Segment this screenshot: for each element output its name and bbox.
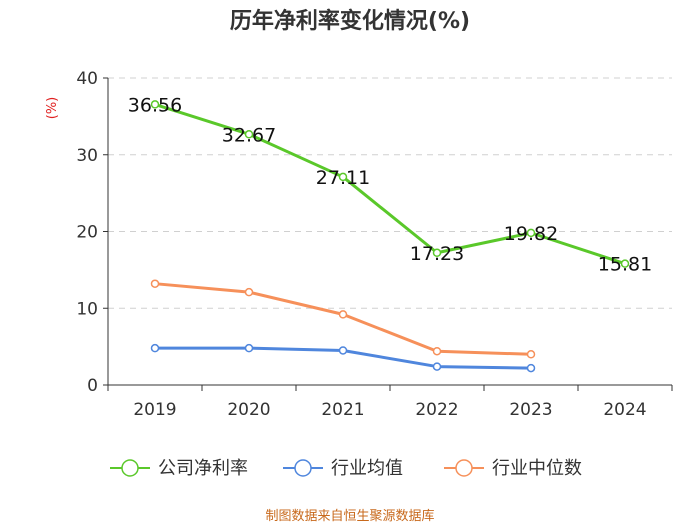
legend-label: 行业中位数 [492, 458, 582, 479]
data-point [244, 343, 254, 353]
series-line-0 [154, 102, 626, 266]
y-tick-label: 40 [76, 69, 98, 89]
x-tick-label: 2019 [133, 400, 176, 420]
data-label: 36.56 [128, 94, 182, 116]
data-label: 32.67 [222, 124, 276, 146]
data-point [244, 130, 254, 139]
y-tick-label: 10 [76, 299, 98, 319]
data-point [620, 259, 630, 268]
legend-marker [294, 459, 312, 477]
x-tick-label: 2023 [509, 400, 552, 420]
y-tick-label: 20 [76, 223, 98, 243]
data-point [244, 287, 254, 297]
data-point [526, 350, 536, 359]
legend-marker [121, 459, 139, 477]
data-point [526, 228, 536, 238]
data-label: 15.81 [598, 254, 652, 276]
y-tick-label: 30 [76, 146, 98, 166]
legend-item: 公司净利率 [110, 458, 248, 479]
chart-title: 历年净利率变化情况(%) [230, 8, 470, 34]
data-point [150, 100, 160, 109]
series-line-2 [154, 282, 532, 356]
data-point [338, 310, 348, 319]
x-tick-label: 2022 [415, 400, 458, 420]
data-point [432, 346, 442, 356]
source-note: 制图数据来自恒生聚源数据库 [265, 508, 434, 524]
data-point [338, 346, 348, 355]
data-point [432, 248, 442, 258]
data-label: 27.11 [316, 167, 370, 189]
axes: 0 10 20 30 40 2019 2020 2021 2022 2023 2024 [76, 69, 673, 420]
x-tick-label: 2021 [321, 400, 364, 420]
data-point [150, 343, 160, 353]
legend-label: 行业均值 [331, 458, 403, 479]
data-point [338, 172, 348, 182]
data-label: 19.82 [504, 223, 558, 245]
data-point [432, 362, 442, 371]
y-axis-unit: (%) [45, 97, 60, 120]
legend-label: 公司净利率 [158, 458, 248, 479]
legend: 公司净利率 行业均值 行业中位数 [110, 458, 582, 479]
x-tick-label: 2020 [227, 400, 270, 420]
grid-lines [108, 77, 672, 309]
data-point [526, 363, 536, 373]
legend-marker [455, 459, 473, 477]
x-tick-label: 2024 [603, 400, 646, 420]
data-point [150, 279, 160, 288]
data-label: 17.23 [410, 243, 464, 265]
legend-item: 行业中位数 [444, 458, 582, 479]
series-layer: 36.56 32.67 27.11 17.23 19.82 15.81 [128, 94, 652, 373]
legend-item: 行业均值 [283, 458, 403, 479]
y-tick-label: 0 [87, 376, 98, 396]
